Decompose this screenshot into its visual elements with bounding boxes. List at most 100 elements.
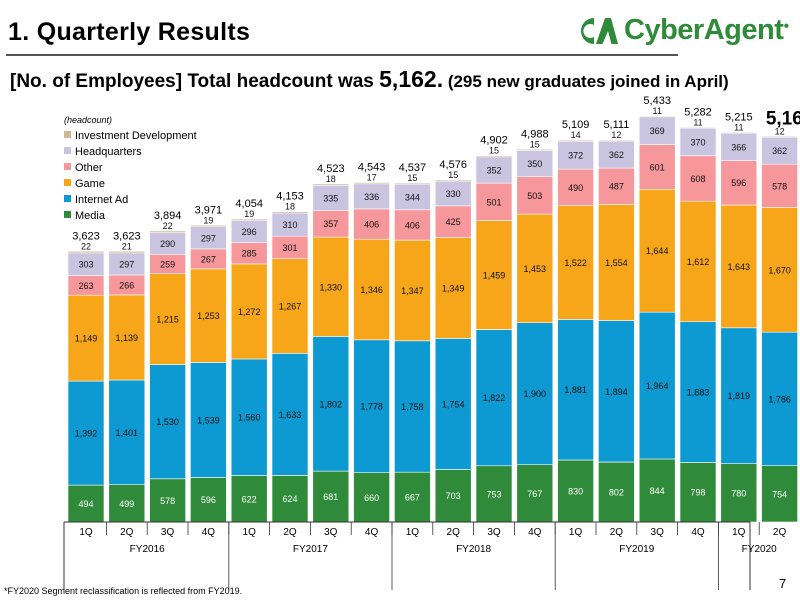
total-label: 5,433 xyxy=(643,95,671,107)
data-label-investment_development: 18 xyxy=(285,202,295,212)
bar-segment-investment_development xyxy=(679,127,717,129)
data-label-investment_development: 11 xyxy=(653,106,662,116)
data-label-headquarters: 303 xyxy=(78,260,93,270)
total-label: 3,894 xyxy=(154,210,182,222)
headline-prefix: [No. of Employees] Total headcount was xyxy=(10,71,380,92)
legend-label: Headquarters xyxy=(75,146,142,158)
fiscal-year-label: FY2017 xyxy=(293,544,328,555)
logo-wordmark: CyberAgent● xyxy=(624,14,789,46)
bars-layer xyxy=(67,115,798,523)
bar-segment-internet_ad xyxy=(108,379,146,485)
data-label-game: 1,522 xyxy=(564,258,587,268)
data-label-other: 578 xyxy=(772,181,787,191)
bar-segment-media xyxy=(720,463,758,523)
bar-segment-investment_development xyxy=(312,183,350,186)
page-title: 1. Quarterly Results xyxy=(8,18,251,46)
data-label-other: 490 xyxy=(568,183,583,193)
data-label-game: 1,612 xyxy=(687,257,710,267)
bar-segment-game xyxy=(638,189,676,313)
data-label-headquarters: 335 xyxy=(323,193,338,203)
bar-segment-other xyxy=(761,163,798,208)
bar-segment-game xyxy=(230,263,268,360)
data-label-internet_ad: 1,786 xyxy=(768,394,791,404)
bar-segment-media xyxy=(230,475,268,523)
bar-segment-investment_development xyxy=(720,132,758,134)
bar-segment-game xyxy=(312,236,350,337)
bar-segment-headquarters xyxy=(434,180,472,207)
bar-segment-media xyxy=(353,472,390,523)
data-label-headquarters: 344 xyxy=(405,192,420,202)
data-label-media: 624 xyxy=(282,494,297,504)
legend-label: Other xyxy=(75,162,103,174)
bar-segment-investment_development xyxy=(353,182,390,185)
ca-logo-icon xyxy=(581,18,618,44)
data-label-media: 667 xyxy=(405,493,420,503)
data-label-other: 503 xyxy=(527,191,542,201)
data-label-headquarters: 297 xyxy=(119,259,134,269)
data-label-headquarters: 296 xyxy=(242,227,257,237)
bar-segment-investment_development xyxy=(434,179,472,182)
quarter-label: 1Q xyxy=(406,527,420,538)
data-label-media: 844 xyxy=(650,486,665,496)
data-label-headquarters: 372 xyxy=(568,151,583,161)
total-label: 4,576 xyxy=(439,159,467,171)
data-label-other: 357 xyxy=(323,219,338,229)
total-label: 5,282 xyxy=(684,106,712,118)
legend-label: Game xyxy=(75,178,105,190)
data-label-game: 1,139 xyxy=(116,333,139,343)
bar-segment-other xyxy=(312,210,350,238)
data-label-investment_development: 11 xyxy=(693,117,702,127)
bar-segment-media xyxy=(761,465,798,523)
quarter-label: 4Q xyxy=(365,527,379,538)
headline-number: 5,162. xyxy=(379,66,444,92)
data-label-other: 263 xyxy=(78,281,93,291)
data-label-internet_ad: 1,894 xyxy=(605,387,628,397)
data-label-other: 301 xyxy=(282,243,297,253)
data-label-game: 1,253 xyxy=(197,311,220,321)
data-label-investment_development: 12 xyxy=(775,126,785,136)
data-label-game: 1,272 xyxy=(238,307,261,317)
bar-segment-internet_ad xyxy=(434,338,472,470)
bar-segment-game xyxy=(67,294,105,382)
data-label-headquarters: 330 xyxy=(446,189,461,199)
bar-segment-internet_ad xyxy=(230,358,268,476)
data-label-game: 1,347 xyxy=(401,286,424,296)
bar-segment-game xyxy=(271,258,309,354)
data-label-other: 266 xyxy=(119,281,134,291)
bar-segment-investment_development xyxy=(394,182,431,185)
data-label-other: 406 xyxy=(364,220,379,230)
quarter-label: 1Q xyxy=(243,527,257,538)
bar-segment-internet_ad xyxy=(557,319,594,461)
bar-segment-investment_development xyxy=(67,251,105,254)
bar-segment-investment_development xyxy=(271,211,309,214)
data-label-internet_ad: 1,900 xyxy=(524,389,547,399)
data-label-other: 596 xyxy=(731,178,746,188)
bar-segment-game xyxy=(475,220,513,330)
quarter-label: 2Q xyxy=(447,527,461,538)
data-label-game: 1,149 xyxy=(75,334,98,344)
data-label-internet_ad: 1,754 xyxy=(442,399,465,409)
data-label-other: 267 xyxy=(201,254,216,264)
data-label-game: 1,644 xyxy=(646,246,669,256)
data-label-media: 681 xyxy=(323,492,338,502)
legend-label: Media xyxy=(75,210,106,222)
bar-segment-media xyxy=(475,465,513,523)
unit-label: (headcount) xyxy=(64,115,112,125)
bar-segment-investment_development xyxy=(108,251,146,254)
quarter-label: 3Q xyxy=(161,527,175,538)
title-underline xyxy=(6,54,678,56)
data-label-game: 1,349 xyxy=(442,284,465,294)
bar-segment-internet_ad xyxy=(679,321,717,463)
data-label-headquarters: 290 xyxy=(160,239,175,249)
bar-segment-other xyxy=(679,155,717,202)
total-label: 4,523 xyxy=(317,163,345,175)
data-label-other: 406 xyxy=(405,221,420,231)
data-label-internet_ad: 1,883 xyxy=(687,388,710,398)
quarter-label: 1Q xyxy=(79,527,93,538)
data-label-headquarters: 350 xyxy=(527,159,542,169)
bar-segment-other xyxy=(475,182,513,221)
fiscal-year-label: FY2016 xyxy=(130,544,165,555)
bar-segment-headquarters xyxy=(353,183,390,210)
data-label-investment_development: 15 xyxy=(448,170,458,180)
